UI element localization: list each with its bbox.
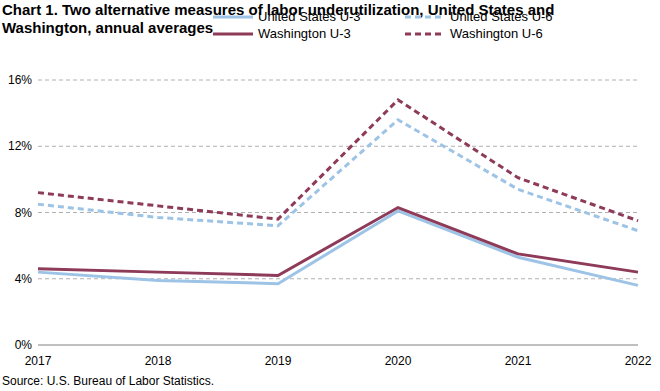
series-line: [38, 120, 638, 231]
legend-key: [213, 16, 253, 19]
chart: Chart 1. Two alternative measures of lab…: [0, 0, 660, 391]
x-tick-label: 2017: [25, 354, 52, 368]
legend-key: [405, 33, 445, 36]
y-tick-label: 4%: [15, 272, 33, 286]
grid-line: [38, 80, 638, 81]
x-axis: [38, 345, 638, 346]
y-tick-label: 0%: [15, 338, 33, 352]
legend-key: [213, 33, 253, 36]
legend-label: Washington U-3: [258, 26, 351, 41]
legend-label: United States U-6: [450, 9, 553, 24]
y-tick-label: 8%: [15, 206, 33, 220]
plot-area: [38, 100, 638, 286]
y-tick-label: 12%: [8, 139, 32, 153]
x-tick-label: 2021: [505, 354, 532, 368]
x-tick-label: 2018: [145, 354, 172, 368]
series-line: [38, 100, 638, 221]
grid-line: [38, 146, 638, 147]
x-tick-label: 2022: [625, 354, 652, 368]
x-tick-label: 2019: [265, 354, 292, 368]
series-line: [38, 211, 638, 286]
y-axis: [38, 80, 39, 345]
x-tick-label: 2020: [385, 354, 412, 368]
series-line: [38, 208, 638, 276]
title-line: Washington, annual averages: [2, 19, 213, 36]
legend: United States U-3 United States U-6 Washin…: [213, 9, 553, 41]
y-tick-label: 16%: [8, 73, 32, 87]
legend-label: Washington U-6: [450, 26, 543, 41]
legend-label: United States U-3: [258, 9, 361, 24]
legend-key: [405, 16, 445, 19]
source: Source: U.S. Bureau of Labor Statistics.: [2, 374, 214, 388]
